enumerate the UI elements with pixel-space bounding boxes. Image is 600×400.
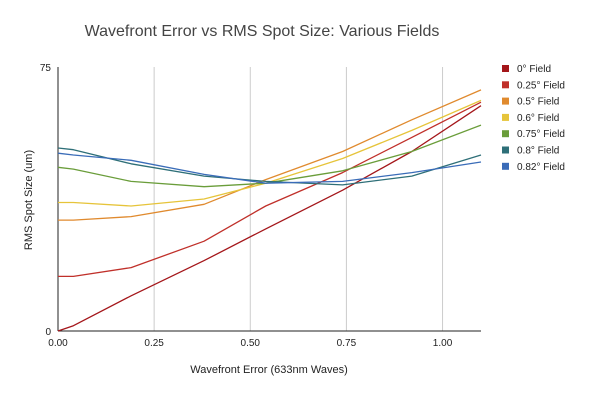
x-axis-label: Wavefront Error (633nm Waves) bbox=[190, 364, 348, 376]
legend-swatch bbox=[502, 113, 509, 121]
legend-label: 0.5° Field bbox=[517, 97, 559, 108]
legend-swatch bbox=[502, 162, 509, 170]
x-tick-label: 0.75 bbox=[337, 338, 357, 349]
y-tick-label: 75 bbox=[40, 63, 52, 74]
series-line-1 bbox=[57, 105, 482, 332]
series-line-7 bbox=[57, 152, 482, 184]
legend-label: 0.6° Field bbox=[517, 113, 559, 124]
x-tick-label: 0.50 bbox=[241, 338, 261, 349]
x-tick-label: 0.25 bbox=[144, 338, 164, 349]
legend-label: 0.75° Field bbox=[517, 129, 565, 140]
series-line-5 bbox=[57, 124, 482, 188]
legend-label: 0.25° Field bbox=[517, 80, 565, 91]
legend-label: 0° Field bbox=[517, 64, 551, 75]
tick-labels: 0.00 0.25 0.50 0.75 1.00 0 75 bbox=[40, 63, 453, 349]
legend-label: 0.82° Field bbox=[517, 162, 565, 173]
y-tick-label: 0 bbox=[45, 327, 51, 338]
legend-swatch bbox=[502, 65, 509, 72]
legend: 0° Field 0.25° Field 0.5° Field 0.6° Field 0… bbox=[502, 64, 565, 173]
legend-swatch bbox=[502, 130, 509, 138]
axes bbox=[57, 67, 481, 332]
series-line-4 bbox=[58, 99, 482, 207]
series-line-3 bbox=[58, 89, 482, 221]
x-tick-label: 0.00 bbox=[48, 338, 68, 349]
series-lines bbox=[57, 89, 482, 332]
x-tick-label: 1.00 bbox=[433, 338, 453, 349]
grid bbox=[153, 67, 444, 331]
series-line-2 bbox=[58, 101, 482, 278]
legend-swatch bbox=[502, 97, 509, 105]
chart-title: Wavefront Error vs RMS Spot Size: Variou… bbox=[85, 23, 440, 40]
y-axis-label: RMS Spot Size (um) bbox=[23, 150, 35, 250]
legend-swatch bbox=[502, 146, 509, 154]
legend-swatch bbox=[502, 81, 509, 89]
legend-label: 0.8° Field bbox=[517, 146, 559, 157]
